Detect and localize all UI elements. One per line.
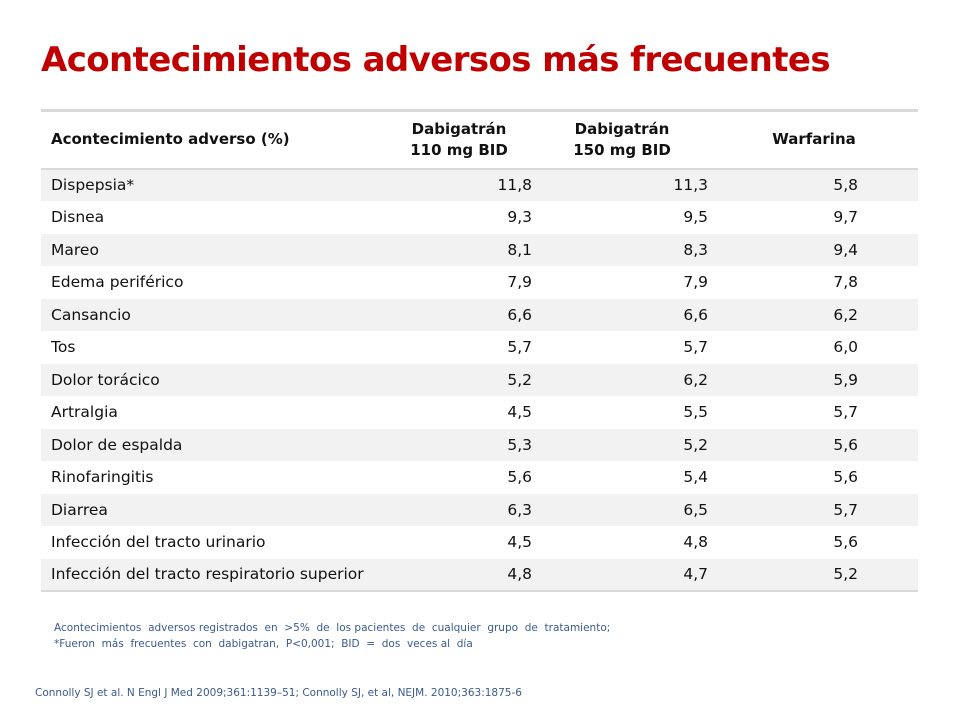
cell-dabigatran-150: 5,4 <box>683 468 708 487</box>
cell-dabigatran-150: 8,3 <box>683 240 708 259</box>
cell-dabigatran-150: 5,5 <box>683 403 708 422</box>
cell-adverse-event: Dolor de espalda <box>51 435 183 454</box>
cell-warfarin: 5,6 <box>833 533 858 552</box>
footnote: Acontecimientos adversos registrados en … <box>54 620 610 652</box>
cell-warfarin: 5,7 <box>833 403 858 422</box>
table-row: Infección del tracto respiratorio superi… <box>41 558 918 592</box>
table-header-row: Acontecimiento adverso (%) Dabigatrán 11… <box>41 109 918 170</box>
adverse-events-table-container: Acontecimiento adverso (%) Dabigatrán 11… <box>41 109 918 592</box>
table-body: Dispepsia* 11,8 11,3 5,8 Disnea 9,3 9,5 9,7 Mare… <box>41 168 918 592</box>
cell-dabigatran-110: 5,2 <box>507 370 532 389</box>
cell-dabigatran-110: 11,8 <box>497 176 532 195</box>
table-row: Mareo 8,1 8,3 9,4 <box>41 233 918 266</box>
header-label: Acontecimiento adverso (%) <box>51 130 290 149</box>
header-warfarin: Warfarina <box>710 109 918 170</box>
cell-dabigatran-110: 5,3 <box>507 435 532 454</box>
cell-warfarin: 7,8 <box>833 273 858 292</box>
cell-dabigatran-110: 5,7 <box>507 338 532 357</box>
cell-adverse-event: Cansancio <box>51 305 131 324</box>
cell-warfarin: 6,2 <box>833 305 858 324</box>
cell-adverse-event: Dolor torácico <box>51 370 160 389</box>
cell-warfarin: 9,7 <box>833 208 858 227</box>
table-row: Edema periférico 7,9 7,9 7,8 <box>41 266 918 299</box>
header-sublabel: 110 mg BID <box>410 140 508 159</box>
table-row: Dolor torácico 5,2 6,2 5,9 <box>41 363 918 396</box>
table-row: Artralgia 4,5 5,5 5,7 <box>41 396 918 429</box>
table-row: Disnea 9,3 9,5 9,7 <box>41 201 918 234</box>
cell-adverse-event: Infección del tracto respiratorio superi… <box>41 558 384 592</box>
cell-dabigatran-110: 6,3 <box>507 500 532 519</box>
cell-dabigatran-150: 4,7 <box>534 558 710 592</box>
cell-dabigatran-110: 9,3 <box>507 208 532 227</box>
header-label: Dabigatrán <box>574 119 670 138</box>
cell-warfarin: 5,2 <box>710 558 918 592</box>
cell-adverse-event: Diarrea <box>51 500 108 519</box>
cell-dabigatran-150: 5,2 <box>683 435 708 454</box>
header-dabigatran-150: Dabigatrán 150 mg BID <box>534 109 710 170</box>
header-label: Warfarina <box>772 130 856 149</box>
cell-dabigatran-150: 7,9 <box>683 273 708 292</box>
footnote-line-1: Acontecimientos adversos registrados en … <box>54 622 611 634</box>
cell-adverse-event: Rinofaringitis <box>51 468 154 487</box>
cell-dabigatran-110: 6,6 <box>507 305 532 324</box>
adverse-events-table: Acontecimiento adverso (%) Dabigatrán 11… <box>41 109 918 592</box>
table-row: Dolor de espalda 5,3 5,2 5,6 <box>41 428 918 461</box>
cell-warfarin: 5,8 <box>833 176 858 195</box>
cell-warfarin: 5,6 <box>833 435 858 454</box>
slide-title: Acontecimientos adversos más frecuentes <box>41 40 831 80</box>
cell-adverse-event: Dispepsia* <box>51 176 135 195</box>
table-row: Tos 5,7 5,7 6,0 <box>41 331 918 364</box>
cell-warfarin: 5,7 <box>833 500 858 519</box>
cell-dabigatran-110: 7,9 <box>507 273 532 292</box>
cell-dabigatran-110: 8,1 <box>507 240 532 259</box>
cell-dabigatran-150: 6,5 <box>683 500 708 519</box>
cell-dabigatran-150: 11,3 <box>673 176 708 195</box>
table-row: Rinofaringitis 5,6 5,4 5,6 <box>41 461 918 494</box>
cell-dabigatran-150: 5,7 <box>683 338 708 357</box>
cell-warfarin: 5,9 <box>833 370 858 389</box>
table-row: Infección del tracto urinario 4,5 4,8 5,6 <box>41 526 918 559</box>
cell-dabigatran-110: 4,5 <box>507 403 532 422</box>
cell-adverse-event: Edema periférico <box>51 273 184 292</box>
cell-adverse-event: Mareo <box>51 240 99 259</box>
header-dabigatran-110: Dabigatrán 110 mg BID <box>384 109 534 170</box>
cell-dabigatran-110: 4,5 <box>507 533 532 552</box>
table-row: Cansancio 6,6 6,6 6,2 <box>41 298 918 331</box>
header-label: Dabigatrán <box>411 119 507 138</box>
cell-dabigatran-150: 9,5 <box>683 208 708 227</box>
cell-dabigatran-150: 6,2 <box>683 370 708 389</box>
header-sublabel: 150 mg BID <box>573 140 671 159</box>
footnote-line-2: *Fueron más frecuentes con dabigatran, P… <box>54 638 473 650</box>
cell-dabigatran-110: 5,6 <box>507 468 532 487</box>
table-row: Dispepsia* 11,8 11,3 5,8 <box>41 168 918 201</box>
header-adverse-event: Acontecimiento adverso (%) <box>41 109 384 170</box>
cell-warfarin: 5,6 <box>833 468 858 487</box>
reference-citation: Connolly SJ et al. N Engl J Med 2009;361… <box>35 687 522 699</box>
cell-warfarin: 6,0 <box>833 338 858 357</box>
cell-adverse-event: Artralgia <box>51 403 118 422</box>
cell-adverse-event: Tos <box>51 338 76 357</box>
cell-dabigatran-150: 4,8 <box>683 533 708 552</box>
cell-warfarin: 9,4 <box>833 240 858 259</box>
table-row: Diarrea 6,3 6,5 5,7 <box>41 493 918 526</box>
cell-adverse-event: Disnea <box>51 208 105 227</box>
cell-dabigatran-150: 6,6 <box>683 305 708 324</box>
cell-adverse-event: Infección del tracto urinario <box>51 533 266 552</box>
cell-dabigatran-110: 4,8 <box>384 558 534 592</box>
